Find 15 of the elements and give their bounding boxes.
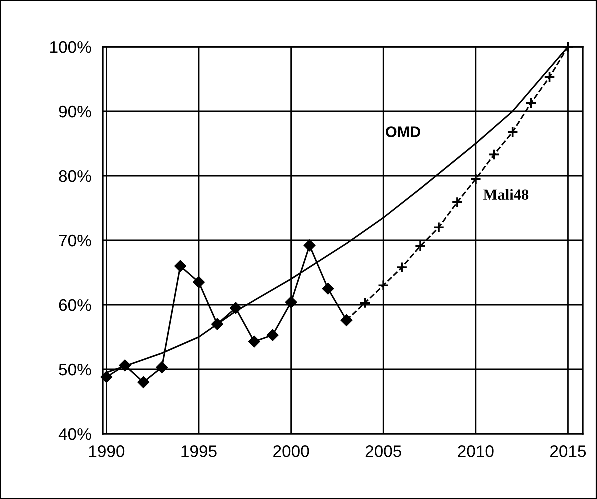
y-tick-label: 70% [59,234,92,247]
x-tick-label: 2005 [366,446,402,458]
y-tick-label: 100% [50,41,92,54]
text: OMD [386,126,420,138]
y-tick-label: 80% [59,170,92,182]
series-label: Mali48 [484,189,529,200]
x-tick-label: 1995 [182,446,217,458]
x-tick-label: 2000 [274,446,310,458]
y-tick-label: 40% [58,428,92,440]
x-tick-label: 2010 [458,446,494,458]
y-tick-label: 90% [59,106,92,118]
y-tick-label: 50% [59,364,92,376]
y-tick-label: 60% [59,299,92,312]
x-tick-label: 2015 [550,446,586,458]
x-tick-label: 1990 [89,446,125,458]
